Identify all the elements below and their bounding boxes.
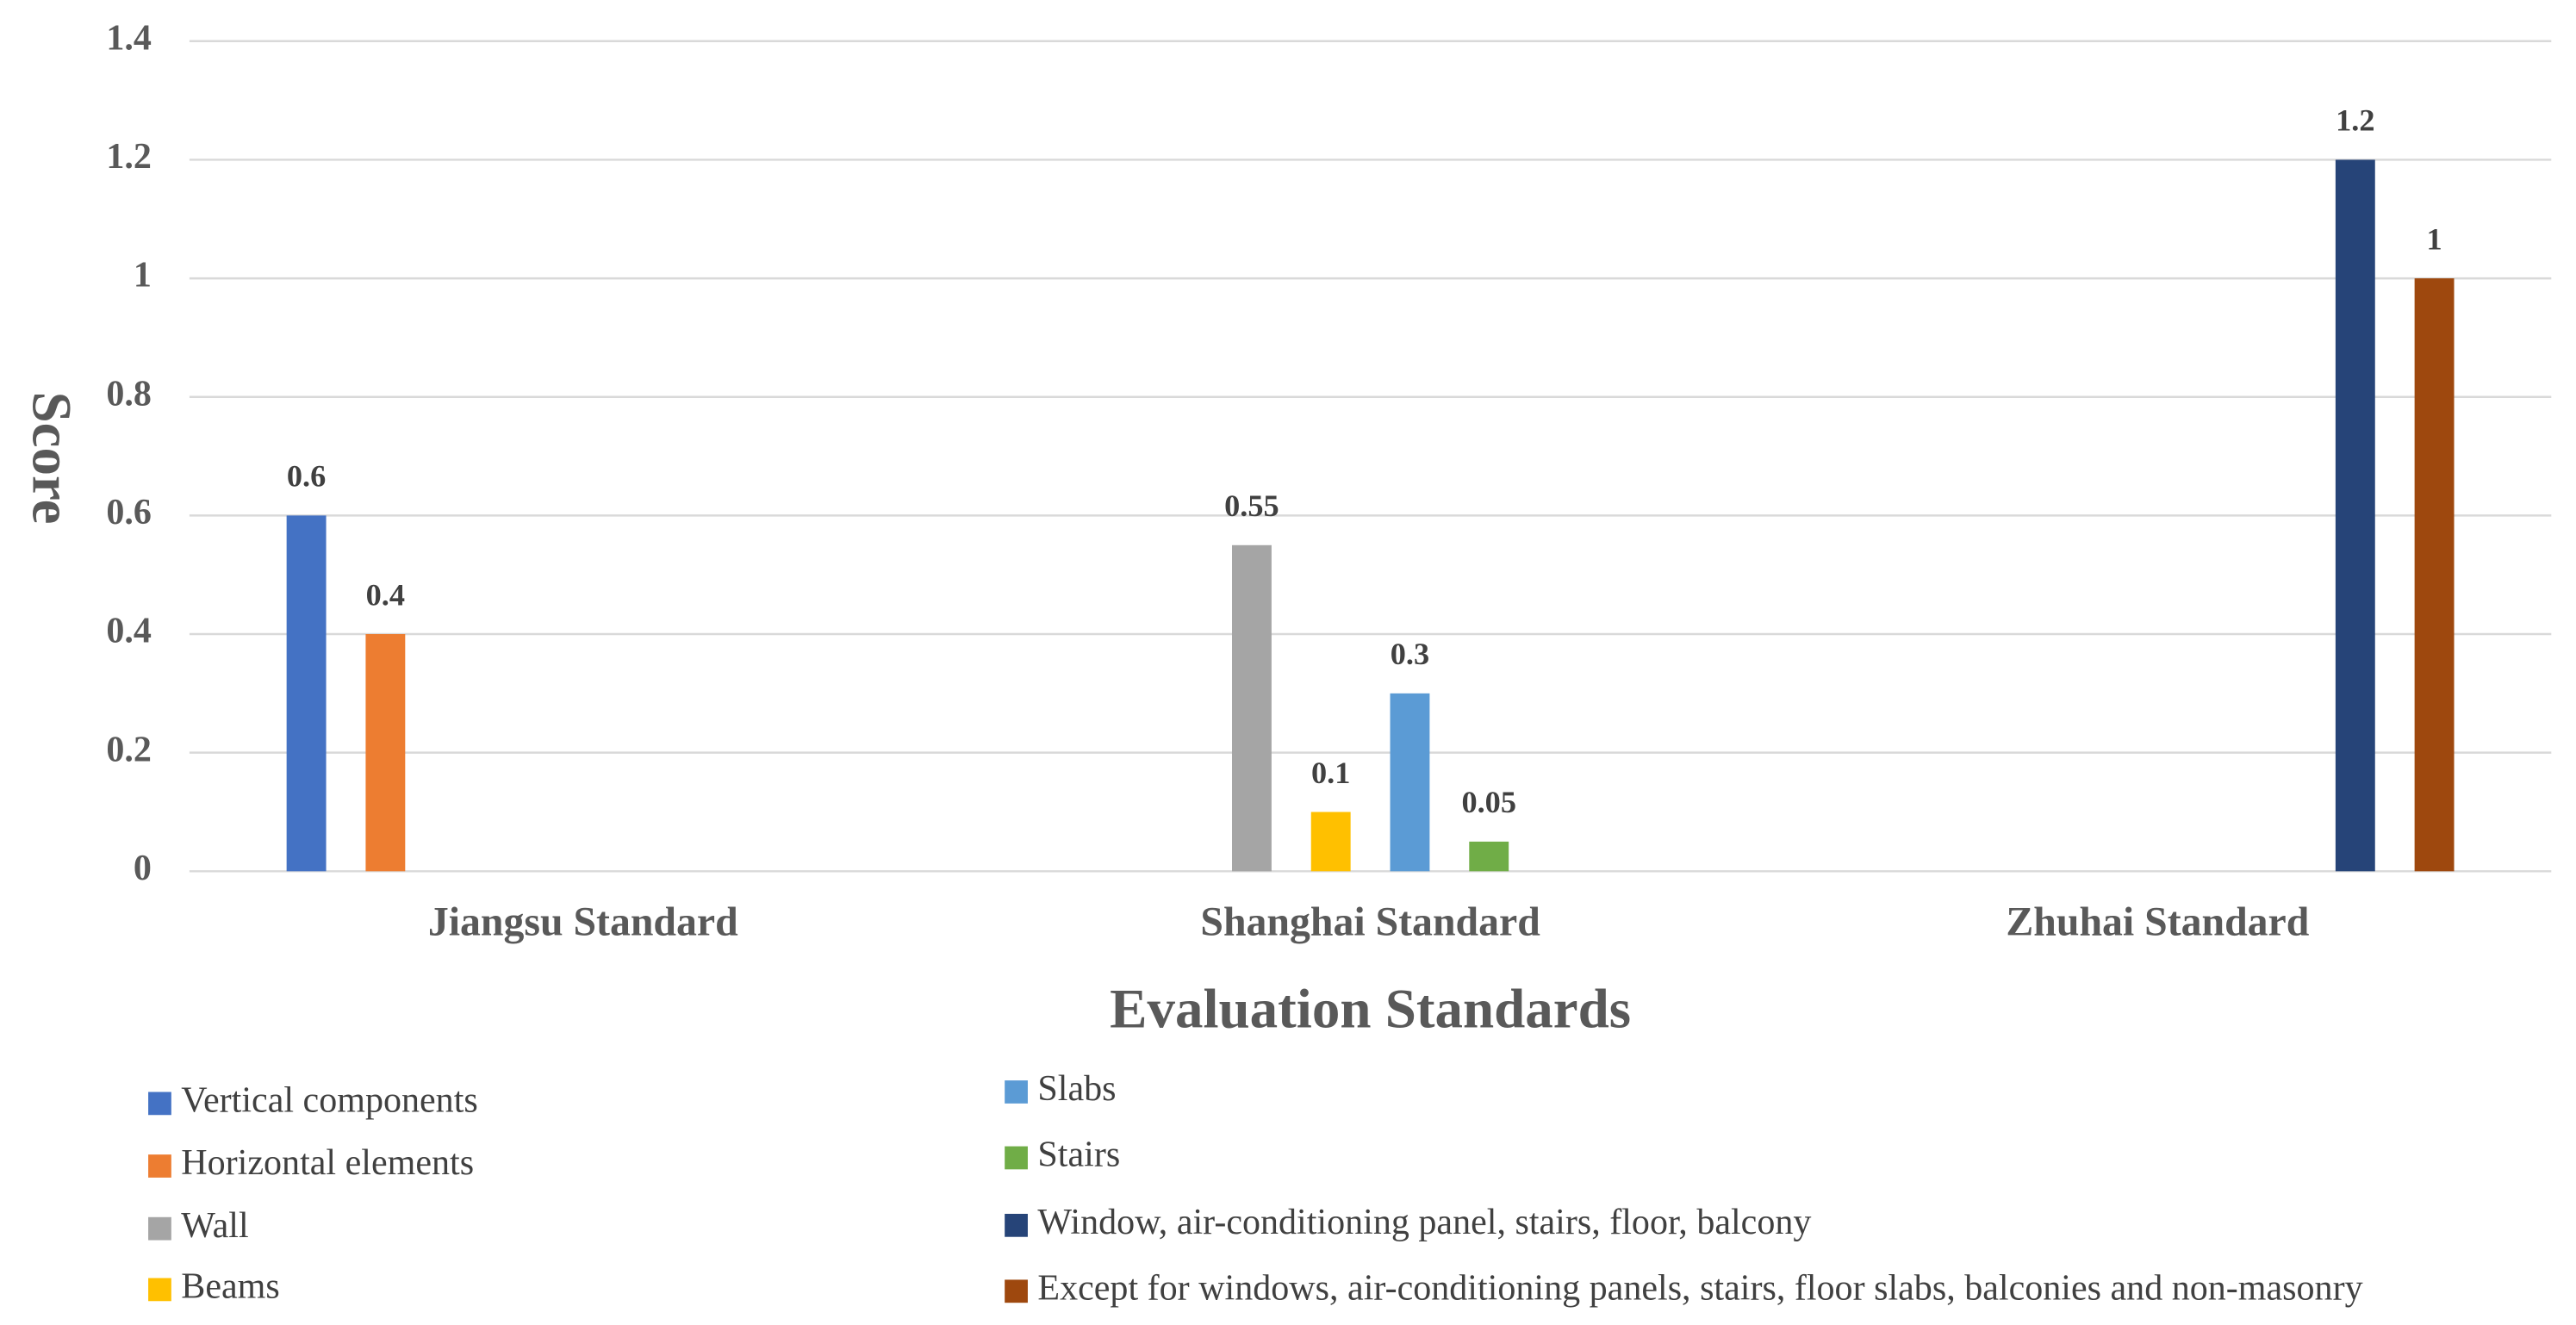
bar xyxy=(286,515,327,872)
legend-label: Stairs xyxy=(1037,1135,1120,1175)
y-tick-label: 0 xyxy=(134,849,152,888)
legend-label: Vertical components xyxy=(181,1081,477,1121)
x-tick-label: Shanghai Standard xyxy=(1200,899,1540,944)
legend-swatch xyxy=(148,1216,171,1241)
bar xyxy=(1390,693,1430,872)
y-tick-label: 1 xyxy=(134,256,152,295)
legend-label: Except for windows, air-conditioning pan… xyxy=(1037,1268,2362,1308)
legend-swatch xyxy=(148,1092,171,1116)
legend-label: Wall xyxy=(181,1206,248,1246)
value-label: 0.3 xyxy=(1391,637,1429,671)
bar xyxy=(365,634,406,872)
bar xyxy=(1232,544,1272,872)
legend-swatch xyxy=(1005,1080,1028,1104)
value-label: 0.05 xyxy=(1461,785,1516,819)
bar xyxy=(2335,159,2375,872)
bar xyxy=(2414,278,2455,872)
value-label: 0.1 xyxy=(1311,756,1350,790)
legend-swatch xyxy=(148,1278,171,1302)
legend-swatch xyxy=(1005,1279,1028,1303)
legend-swatch xyxy=(1005,1213,1028,1237)
y-axis-title: Score xyxy=(21,391,83,524)
y-tick-label: 0.4 xyxy=(106,612,152,651)
x-axis-title: Evaluation Standards xyxy=(1110,979,1631,1041)
legend-label: Slabs xyxy=(1037,1069,1116,1109)
y-tick-label: 0.6 xyxy=(106,493,152,532)
bar xyxy=(1310,812,1351,872)
legend-label: Horizontal elements xyxy=(181,1143,474,1183)
legend-label: Beams xyxy=(181,1267,279,1307)
value-label: 0.6 xyxy=(287,459,326,494)
legend-label: Window, air-conditioning panel, stairs, … xyxy=(1037,1203,1811,1242)
value-label: 1.2 xyxy=(2336,103,2374,138)
value-label: 1 xyxy=(2426,221,2442,256)
y-tick-label: 0.2 xyxy=(106,730,152,769)
bar xyxy=(1469,841,1509,872)
value-label: 0.55 xyxy=(1224,488,1279,523)
legend-swatch xyxy=(148,1154,171,1178)
legend-swatch xyxy=(1005,1146,1028,1170)
value-label: 0.4 xyxy=(366,577,405,612)
x-tick-label: Zhuhai Standard xyxy=(2006,899,2309,944)
y-tick-label: 0.8 xyxy=(106,374,152,414)
y-tick-label: 1.4 xyxy=(106,18,152,58)
y-tick-label: 1.2 xyxy=(106,137,152,177)
x-tick-label: Jiangsu Standard xyxy=(428,899,738,944)
